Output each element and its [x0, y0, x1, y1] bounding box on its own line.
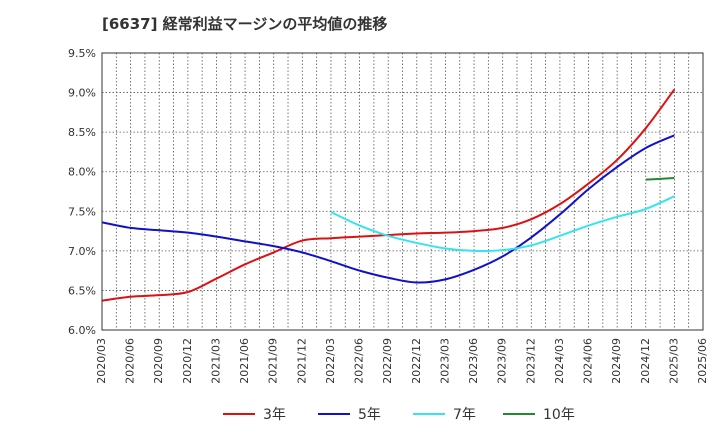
x-tick-label: 2025/03 — [667, 338, 680, 384]
y-tick-label: 8.0% — [68, 166, 96, 179]
x-tick-label: 2024/09 — [610, 338, 623, 384]
grid — [102, 53, 703, 330]
y-tick-label: 9.0% — [68, 87, 96, 100]
x-tick-label: 2023/12 — [524, 338, 537, 384]
series-line-7年 — [330, 195, 675, 252]
x-tick-label: 2021/12 — [295, 338, 308, 384]
x-tick-label: 2023/09 — [496, 338, 509, 384]
x-tick-label: 2023/03 — [438, 338, 451, 384]
x-tick-label: 2021/03 — [209, 338, 222, 384]
x-tick-label: 2022/03 — [324, 338, 337, 384]
legend-label: 3年 — [263, 407, 286, 423]
series-line-5年 — [101, 134, 675, 284]
x-tick-label: 2024/06 — [582, 338, 595, 384]
x-tick-label: 2021/06 — [238, 338, 251, 384]
x-tick-label: 2023/06 — [467, 338, 480, 384]
series-lines — [101, 88, 676, 302]
x-tick-label: 2022/06 — [353, 338, 366, 384]
x-axis: 2020/03 2020/06 2020/09 2020/12 2021/03 2021/… — [95, 338, 709, 384]
x-tick-label: 2021/09 — [267, 338, 280, 384]
legend-label: 10年 — [543, 407, 575, 423]
x-tick-label: 2022/12 — [410, 338, 423, 384]
x-tick-label: 2020/03 — [95, 338, 108, 384]
y-tick-label: 6.0% — [68, 324, 96, 337]
legend: 3年 5年 7年 10年 — [223, 407, 575, 423]
x-tick-label: 2025/06 — [696, 338, 709, 384]
y-tick-label: 7.5% — [68, 205, 96, 218]
plot-frame — [101, 52, 704, 331]
x-tick-label: 2020/09 — [152, 338, 165, 384]
x-tick-label: 2024/12 — [639, 338, 652, 384]
series-line-10年 — [645, 177, 675, 181]
chart-title: [6637] 経常利益マージンの平均値の推移 — [102, 15, 387, 33]
y-tick-label: 8.5% — [68, 126, 96, 139]
legend-label: 5年 — [358, 407, 381, 423]
x-tick-label: 2020/12 — [181, 338, 194, 384]
x-tick-label: 2024/03 — [553, 338, 566, 384]
y-tick-label: 6.5% — [68, 284, 96, 297]
legend-label: 7年 — [453, 407, 476, 423]
y-tick-label: 7.0% — [68, 245, 96, 258]
y-axis: 6.0% 6.5% 7.0% 7.5% 8.0% 8.5% 9.0% 9.5% — [68, 47, 96, 337]
y-tick-label: 9.5% — [68, 47, 96, 60]
x-tick-label: 2020/06 — [124, 338, 137, 384]
x-tick-label: 2022/09 — [381, 338, 394, 384]
